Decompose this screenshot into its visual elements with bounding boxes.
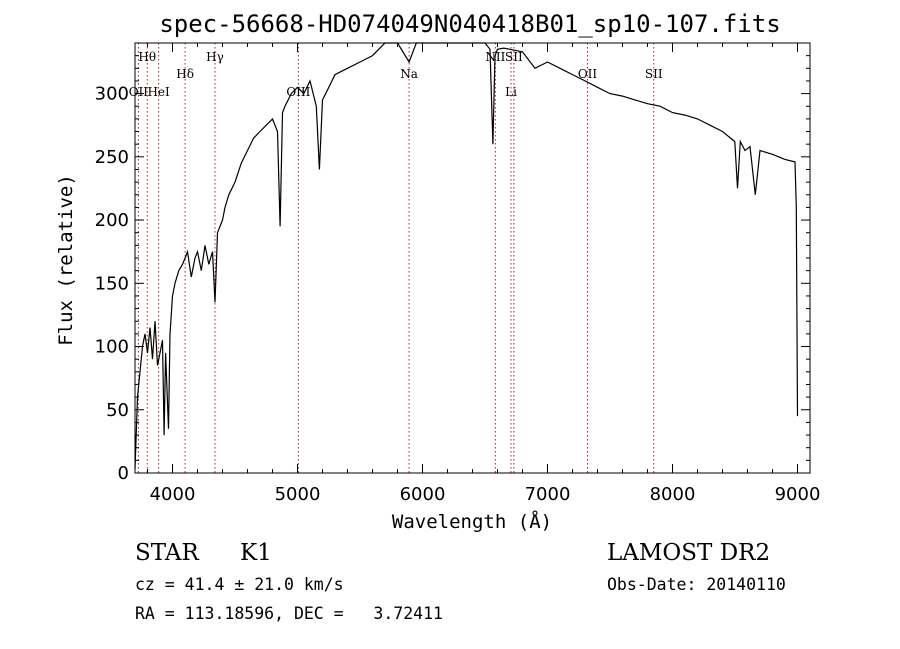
y-tick-label-1: 50 [106,400,129,421]
x-tick-label-5: 9000 [775,484,821,505]
y-tick-label-5: 250 [95,147,129,168]
plot-frame [134,42,811,474]
chart-title: spec-56668-HD074049N040418B01_sp10-107.f… [159,10,780,38]
x-tick-label-4: 8000 [650,484,696,505]
line-label-3: Hδ [176,67,194,81]
y-tick-label-4: 200 [95,210,129,231]
x-tick-label-2: 6000 [400,484,446,505]
coordinates: RA = 113.18596, DEC = 3.72411 [135,604,443,623]
y-tick-label-0: 0 [118,463,129,484]
line-label-10: OII [578,67,598,81]
x-tick-label-0: 4000 [150,484,196,505]
line-markers [137,43,655,473]
x-tick-label-1: 5000 [275,484,321,505]
y-axis-ticks: 0 50 100 150 200 250 300 [95,55,810,484]
object-subclass: K1 [240,540,272,566]
line-label-1: OII [129,85,149,99]
line-label-6: Na [400,67,418,81]
line-label-9: SII [505,50,523,64]
y-axis-label: Flux (relative) [55,174,77,346]
y-tick-label-2: 100 [95,337,129,358]
line-label-11: SII [645,67,663,81]
object-class: STAR [135,540,199,566]
line-label-0: Hθ [138,50,156,64]
x-axis-label: Wavelength (Å) [392,510,552,533]
line-label-4: Hγ [206,50,224,64]
redshift-cz: cz = 41.4 ± 21.0 km/s [135,575,344,594]
observation-date: Obs-Date: 20140110 [607,575,786,594]
y-tick-label-6: 300 [95,84,129,105]
y-tick-label-3: 150 [95,273,129,294]
survey-name: LAMOST DR2 [607,540,770,566]
x-tick-label-3: 7000 [525,484,571,505]
x-axis-ticks: 4000 5000 6000 7000 8000 9000 [147,43,821,505]
line-label-5: OIII [286,85,310,99]
line-label-8: Li [505,85,517,99]
line-label-2: HeI [147,85,170,99]
spectrum-series-line [134,42,799,470]
